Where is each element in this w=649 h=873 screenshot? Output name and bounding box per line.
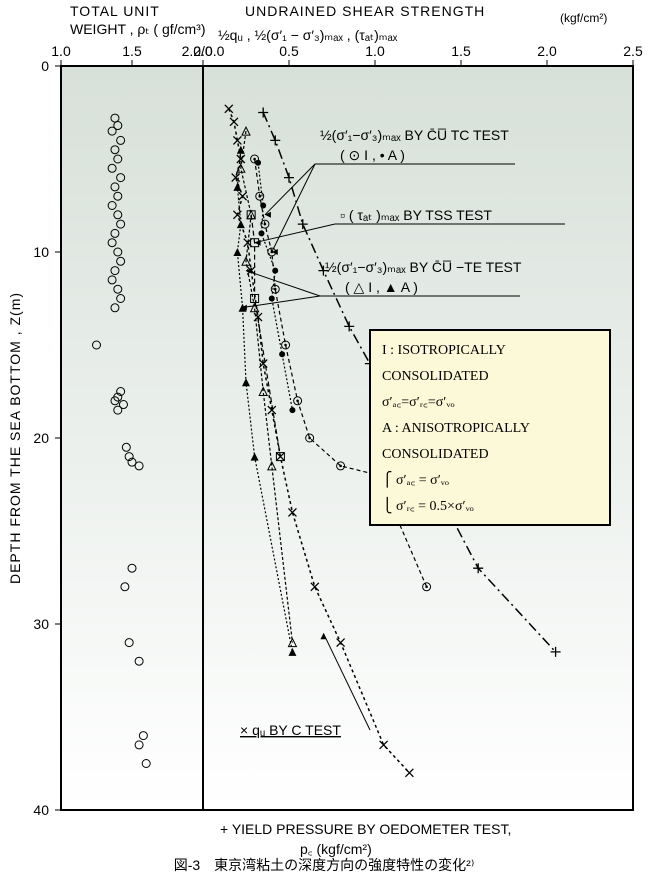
xtick-right: 1.5 (451, 43, 471, 59)
ytick: 30 (33, 616, 49, 632)
ytick: 10 (33, 244, 49, 260)
xtick-right: 2.0 (537, 43, 557, 59)
legend-line: A : ANISOTROPICALLY (382, 421, 530, 436)
legend-line: ⎧ σ′ₐ꜀ = σ′ᵥₒ (382, 471, 449, 488)
figure-caption: 図-3 東京湾粘土の深度方向の強度特性の変化²⁾ (174, 857, 475, 873)
annotation-text: ▫ ( τₐₜ )ₘₐₓ BY TSS TEST (340, 207, 492, 223)
footer-2: p꜀ (kgf/cm²) (300, 841, 372, 857)
legend-box: I : ISOTROPICALLY CONSOLIDATED σ′ₐ꜀=σ′ᵣ꜀… (370, 330, 610, 525)
title-right-unit: (kgf/cm²) (560, 11, 607, 25)
legend-line: ⎩ σ′ᵣ꜀ = 0.5×σ′ᵥₒ (382, 496, 474, 514)
title-left-2: WEIGHT , ρₜ ( gf/cm³) (70, 21, 206, 37)
footer-1: + YIELD PRESSURE BY OEDOMETER TEST, (220, 821, 511, 837)
xtick-right: 1.0 (365, 43, 385, 59)
annotation-qu: × qᵤ BY C TEST (240, 722, 341, 738)
title-right-1: UNDRAINED SHEAR STRENGTH (245, 3, 485, 19)
legend-line: σ′ₐ꜀=σ′ᵣ꜀=σ′ᵥₒ (382, 395, 455, 410)
ytick: 40 (33, 802, 49, 818)
title-right-2: ½qᵤ , ½(σ′₁ − σ′₃)ₘₐₓ , (τₐₜ)ₘₐₓ (218, 27, 398, 43)
title-left-1: TOTAL UNIT (70, 3, 160, 19)
annotation-subtext: ( △ I , ▲ A ) (345, 279, 418, 295)
xtick-right: 0.5 (279, 43, 299, 59)
annotation-subtext: ( ⊙ I , • A ) (340, 147, 405, 163)
legend-line: I : ISOTROPICALLY (382, 343, 506, 358)
xtick-right: 2.5 (623, 43, 643, 59)
legend-line: CONSOLIDATED (382, 447, 489, 462)
legend-line: CONSOLIDATED (382, 369, 489, 384)
ytick: 0 (41, 58, 49, 74)
annotation-text: ½(σ′₁−σ′₃)ₘₐₓ BY C̄U̅ −TE TEST (325, 259, 522, 275)
xtick-shared: 2.0/0.0 (182, 43, 225, 59)
y-axis-label: DEPTH FROM THE SEA BOTTOM , Z(m) (7, 292, 23, 584)
ytick: 20 (33, 430, 49, 446)
xtick-left: 1.5 (122, 43, 142, 59)
xtick-left: 1.0 (51, 43, 71, 59)
annotation-text: ½(σ′₁−σ′₃)ₘₐₓ BY C̄U̅ TC TEST (320, 127, 509, 143)
